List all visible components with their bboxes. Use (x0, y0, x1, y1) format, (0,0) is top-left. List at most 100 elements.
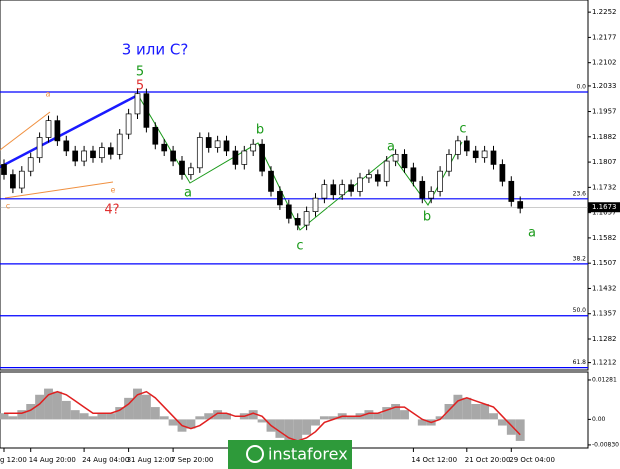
candle-body (330, 184, 337, 196)
histogram-bar (44, 388, 53, 420)
histogram-bar (97, 413, 107, 420)
histogram-bar (471, 404, 481, 420)
candle-body (63, 140, 70, 152)
watermark: instaforex (228, 440, 352, 469)
level-label: 0.0 (576, 83, 586, 90)
candle-body (196, 137, 203, 169)
histogram-bar (480, 404, 490, 420)
candle-body (428, 191, 435, 199)
price-tag-label: 1.1673 (592, 203, 617, 211)
histogram-bar (8, 416, 18, 420)
y-tick-label: 1.1882 (592, 133, 617, 141)
histogram-bar (0, 413, 9, 420)
level-label: 38.2 (573, 255, 587, 262)
candle-body (170, 150, 176, 162)
candle-body (161, 143, 168, 152)
candle-body (268, 170, 274, 192)
candle-body (294, 218, 301, 226)
watermark-box (228, 440, 352, 469)
candle-body (250, 143, 257, 152)
candle-body (348, 184, 354, 192)
histogram-bar (168, 419, 178, 426)
histogram-bar (115, 407, 125, 420)
candle-body (143, 93, 150, 128)
candle-body (232, 150, 239, 165)
candle-body (188, 167, 194, 175)
histogram-bar (35, 394, 45, 420)
candle-body (223, 140, 230, 152)
x-tick-label: 24 Aug 04:00 (82, 456, 129, 464)
candle-body (303, 211, 310, 226)
y-tick-label: 1.2177 (592, 33, 617, 41)
candle-body (357, 177, 363, 192)
y-tick-label: 1.2102 (592, 59, 617, 67)
histogram-bar (26, 404, 36, 420)
histogram-bar (222, 413, 231, 420)
watermark-text: instaforex (268, 445, 348, 464)
histogram-bar (257, 419, 267, 423)
histogram-bar (52, 391, 62, 420)
histogram-bar (79, 413, 89, 420)
histogram-bar (373, 413, 383, 420)
wave-label: c (459, 122, 466, 137)
candle-body (241, 150, 248, 165)
candle-body (214, 140, 221, 148)
histogram-bar (275, 419, 285, 438)
candle-body (1, 164, 7, 175)
wave-label: 3 или С? (122, 41, 189, 59)
histogram-bar (453, 394, 463, 420)
candle-body (339, 184, 346, 196)
wave-lines (0, 93, 463, 231)
histogram-bar (444, 404, 454, 420)
candle-body (410, 167, 417, 182)
candle-body (321, 184, 328, 199)
histogram-bar (293, 419, 303, 441)
level-label: 61.8 (573, 359, 587, 366)
candle-body (36, 137, 43, 159)
histogram-bar (204, 413, 214, 420)
histogram-bar (328, 416, 338, 420)
wave-label: a (46, 90, 51, 99)
histogram-bar (248, 410, 258, 420)
candle-body (134, 93, 141, 115)
histogram-bar (70, 410, 80, 420)
level-label: 23.6 (573, 190, 587, 197)
candle-body (374, 174, 381, 182)
candle-body (446, 153, 452, 172)
wave-label: 5 (136, 65, 144, 80)
histogram-bar (462, 397, 472, 420)
candle-body (18, 170, 25, 189)
y-tick-label: 1.1807 (592, 158, 617, 166)
histogram-bar (346, 416, 356, 420)
watermark-logo (246, 445, 264, 463)
histogram-bar (213, 410, 223, 420)
candle-body (277, 191, 283, 206)
candle-body (125, 113, 132, 135)
y-tick-label: 0.01281 (592, 376, 617, 383)
y-tick-label: 1.1957 (592, 108, 617, 116)
x-tick-label: 7 Sep 20:00 (171, 456, 213, 464)
y-tick-label: -0.00830 (592, 441, 619, 448)
candle-body (10, 174, 16, 189)
candle-body (179, 160, 185, 175)
x-tick-label: 14 Aug 20:00 (29, 456, 76, 464)
histogram-bar (400, 410, 409, 420)
wave-label: c (6, 202, 10, 211)
x-tick-label: 14 Oct 12:00 (411, 456, 457, 464)
level-label: 50.0 (573, 307, 587, 314)
histogram-bar (186, 419, 196, 429)
candle-body (392, 153, 399, 162)
histogram-bar (106, 413, 116, 420)
x-tick-label: 29 Oct 04:00 (509, 456, 555, 464)
wave-label: a (387, 140, 395, 155)
wave-label: b (423, 210, 431, 225)
candle-body (366, 174, 372, 179)
y-tick-label: 1.1212 (592, 359, 617, 367)
histogram-bar (61, 400, 71, 420)
candle-body (27, 157, 34, 172)
candle-body (437, 170, 443, 192)
histogram-bar (364, 410, 374, 420)
histogram-bar (284, 419, 294, 441)
histogram-bar (515, 419, 525, 441)
candle-body (517, 201, 524, 209)
